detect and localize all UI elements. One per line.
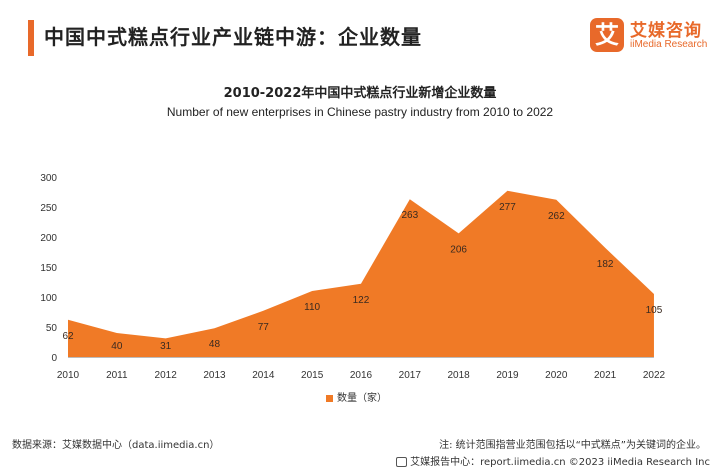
x-tick-label: 2020 bbox=[545, 370, 568, 381]
data-label: 277 bbox=[499, 202, 516, 213]
data-label: 206 bbox=[450, 244, 467, 255]
x-tick-label: 2022 bbox=[643, 370, 666, 381]
chart-title: 2010-2022年中国中式糕点行业新增企业数量 bbox=[223, 86, 497, 101]
logo-text-en: iiMedia Research bbox=[630, 39, 708, 50]
y-tick-label: 100 bbox=[40, 293, 57, 304]
series-area bbox=[68, 190, 654, 357]
data-label: 122 bbox=[353, 295, 370, 306]
legend: 数量（家） bbox=[326, 389, 387, 404]
legend-swatch bbox=[326, 394, 333, 402]
data-label: 31 bbox=[160, 341, 172, 352]
logo-mark: 艾 bbox=[590, 18, 624, 52]
data-source: 数据来源：艾媒数据中心（data.iimedia.cn） bbox=[12, 440, 220, 451]
brand-logo: 艾 艾媒咨询 iiMedia Research bbox=[590, 16, 712, 60]
area-chart: 0 50 100 150 200 250 300 2010 2011 2012 2013 2014 20… bbox=[40, 173, 666, 381]
data-label: 40 bbox=[111, 341, 123, 352]
y-tick-label: 200 bbox=[40, 233, 57, 244]
x-tick-label: 2010 bbox=[57, 370, 80, 381]
x-tick-label: 2017 bbox=[399, 370, 422, 381]
x-tick-label: 2018 bbox=[448, 370, 471, 381]
y-tick-label: 50 bbox=[46, 323, 58, 334]
data-label: 262 bbox=[548, 211, 565, 222]
x-tick-label: 2011 bbox=[106, 370, 128, 381]
x-tick-label: 2013 bbox=[203, 370, 226, 381]
footnote: 注: 统计范围指营业范围包括以“中式糕点”为关键词的企业。 bbox=[439, 440, 706, 451]
x-tick-label: 2014 bbox=[252, 370, 275, 381]
data-label: 48 bbox=[209, 339, 221, 350]
data-label: 105 bbox=[646, 305, 663, 316]
logo-text-cn: 艾媒咨询 bbox=[630, 21, 702, 41]
y-tick-label: 300 bbox=[40, 173, 57, 184]
x-tick-label: 2015 bbox=[301, 370, 324, 381]
x-tick-label: 2021 bbox=[594, 370, 617, 381]
data-label: 182 bbox=[597, 259, 614, 270]
report-credit: 艾媒报告中心：report.iimedia.cn ©2023 iiMedia R… bbox=[396, 453, 710, 468]
y-tick-label: 250 bbox=[40, 203, 57, 214]
report-icon bbox=[396, 457, 408, 467]
report-credit-text: 艾媒报告中心：report.iimedia.cn ©2023 iiMedia R… bbox=[410, 457, 710, 468]
data-label: 62 bbox=[62, 331, 74, 342]
y-tick-label: 0 bbox=[51, 353, 57, 364]
x-tick-label: 2016 bbox=[350, 370, 373, 381]
x-tick-label: 2012 bbox=[155, 370, 178, 381]
chart-subtitle: Number of new enterprises in Chinese pas… bbox=[166, 105, 554, 119]
data-label: 110 bbox=[304, 302, 320, 313]
data-label: 77 bbox=[258, 322, 270, 333]
legend-label: 数量（家） bbox=[337, 393, 387, 404]
x-tick-label: 2019 bbox=[496, 370, 519, 381]
title-accent-bar bbox=[28, 20, 34, 56]
page-title: 中国中式糕点行业产业链中游：企业数量 bbox=[44, 25, 422, 49]
data-label: 263 bbox=[401, 210, 418, 221]
y-tick-label: 150 bbox=[40, 263, 57, 274]
